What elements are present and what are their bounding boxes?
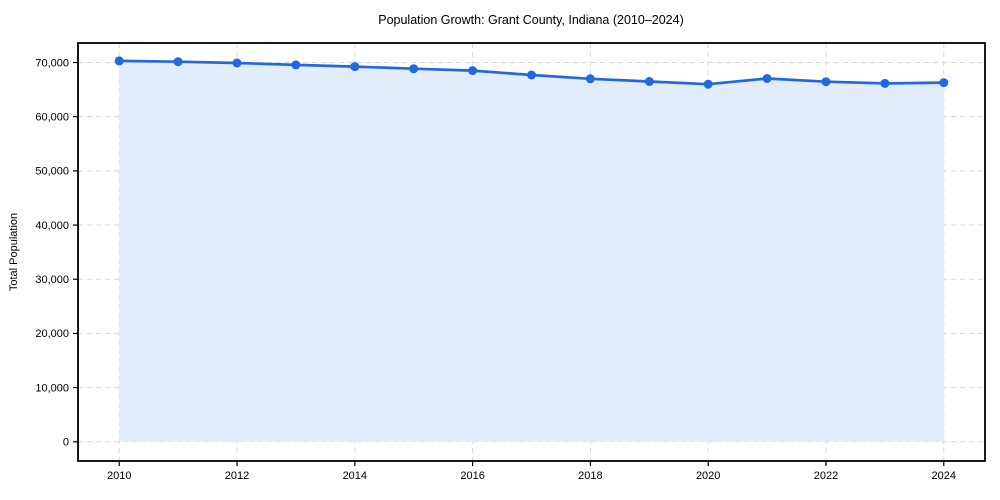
data-point-marker (291, 60, 301, 70)
y-tick-label: 10,000 (35, 382, 69, 394)
y-tick-label: 70,000 (35, 57, 69, 69)
x-tick-label: 2020 (696, 470, 720, 482)
x-tick-label: 2024 (932, 470, 956, 482)
x-tick-label: 2014 (343, 470, 367, 482)
data-point-marker (703, 79, 713, 89)
x-tick-label: 2010 (107, 470, 131, 482)
data-point-marker (585, 74, 595, 84)
data-point-marker (350, 62, 360, 72)
plot-border (77, 42, 986, 462)
data-point-marker (762, 74, 772, 83)
x-tick-label: 2022 (814, 470, 838, 482)
area-fill (119, 60, 944, 442)
y-tick-label: 60,000 (35, 111, 69, 123)
data-point-marker (173, 57, 183, 67)
data-point-marker (232, 58, 242, 68)
data-point-marker (468, 66, 478, 76)
y-tick-label: 30,000 (35, 274, 69, 286)
data-point-marker (821, 77, 831, 87)
data-layer (114, 56, 949, 442)
x-tick-label: 2018 (578, 470, 602, 482)
data-point-marker (409, 64, 419, 74)
y-tick-label: 50,000 (35, 166, 69, 178)
y-axis-label: Total Population (8, 213, 20, 291)
y-tick-label: 0 (63, 437, 69, 449)
chart-title: Population Growth: Grant County, Indiana… (378, 13, 684, 27)
y-tick-label: 20,000 (35, 328, 69, 340)
axes-layer: 2010 2012 2014 2016 2018 2020 2022 2024 0 10,000 2… (35, 42, 986, 482)
data-point-marker (880, 78, 890, 88)
x-tick-label: 2012 (225, 470, 249, 482)
data-point-marker (527, 70, 536, 80)
data-point-marker (644, 77, 654, 86)
y-tick-label: 40,000 (35, 220, 69, 232)
data-point-marker (114, 56, 124, 66)
x-tick-label: 2016 (460, 470, 484, 482)
data-point-marker (939, 78, 949, 88)
